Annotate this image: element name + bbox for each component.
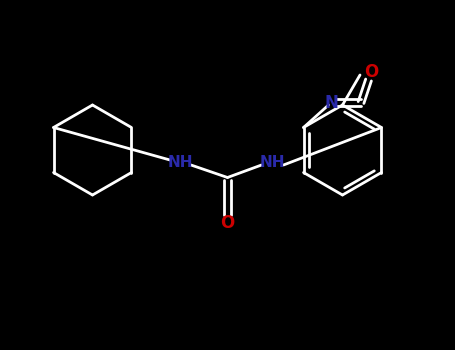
Text: NH: NH (167, 155, 193, 170)
Text: O: O (220, 214, 235, 231)
Text: NH: NH (260, 155, 285, 170)
Text: N: N (324, 93, 338, 112)
Text: O: O (364, 63, 378, 82)
